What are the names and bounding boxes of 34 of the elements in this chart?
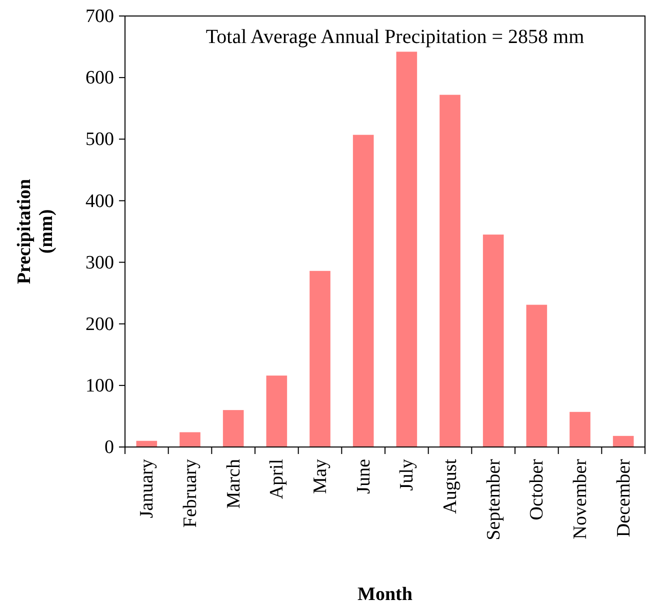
bar (222, 410, 244, 447)
x-tick-label: October (526, 458, 548, 520)
bar (310, 270, 330, 447)
x-tick-label: November (570, 458, 591, 540)
x-tick-label: September (483, 458, 504, 540)
x-tick-label: January (136, 458, 158, 518)
x-tick-label: December (613, 458, 634, 538)
bar (266, 376, 288, 447)
x-tick-label: August (440, 458, 461, 514)
y-tick-label: 400 (86, 190, 114, 212)
bar (352, 134, 374, 447)
x-tick-label: July (396, 458, 418, 491)
y-tick-label: 200 (86, 314, 114, 335)
bar (526, 304, 548, 447)
y-tick-label: 500 (86, 129, 114, 150)
x-tick-label: May (310, 458, 331, 494)
x-tick-label: June (353, 459, 374, 494)
bar (396, 52, 418, 447)
bar (482, 234, 504, 447)
y-tick-label: 0 (104, 437, 114, 458)
x-tick-label: April (266, 459, 288, 500)
y-tick-label: 600 (86, 68, 114, 89)
y-tick-label: 300 (86, 252, 114, 274)
x-tick-label: March (223, 458, 244, 509)
y-axis-title: Precipitation (mm) (14, 178, 57, 284)
bar (180, 432, 200, 447)
x-tick-label: February (180, 458, 201, 528)
x-axis-title: Month (358, 584, 413, 605)
bar (570, 412, 590, 447)
annotation: Total Average Annual Precipitation = 2858 mm (206, 26, 585, 48)
bar (440, 94, 460, 447)
bar (612, 436, 634, 447)
y-tick-label: 100 (86, 376, 114, 397)
y-tick-label: 700 (86, 6, 114, 28)
